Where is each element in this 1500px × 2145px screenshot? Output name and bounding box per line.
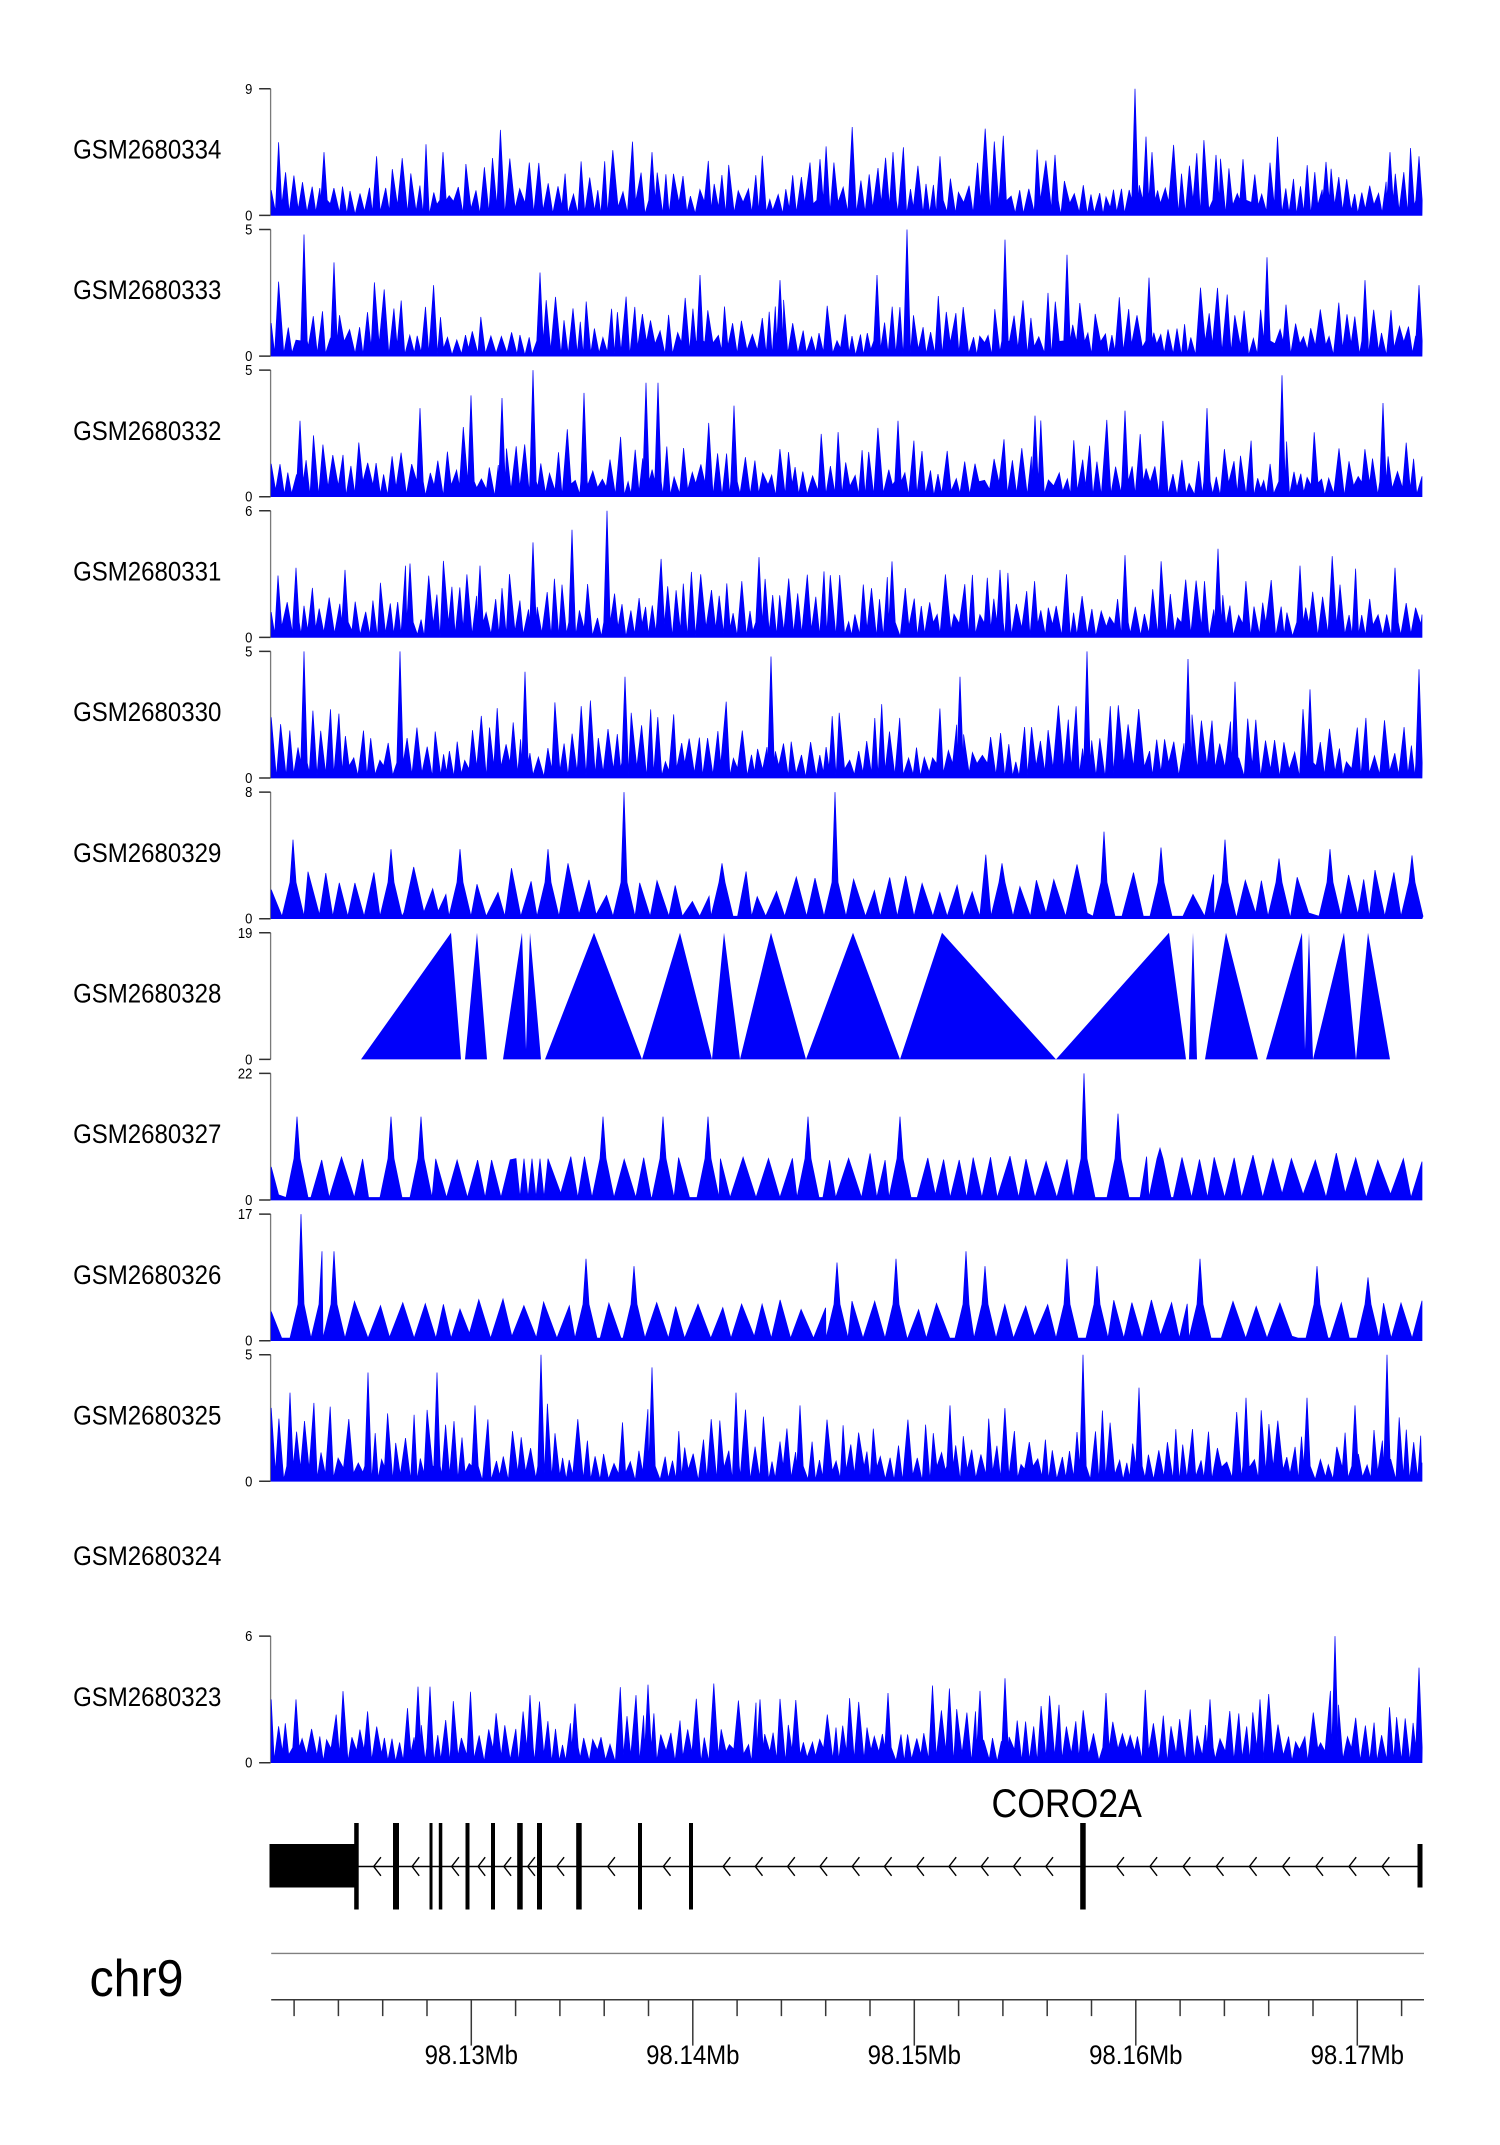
svg-text:GSM2680331: GSM2680331 xyxy=(73,557,221,587)
svg-text:6: 6 xyxy=(245,1627,253,1644)
svg-text:GSM2680332: GSM2680332 xyxy=(73,417,221,447)
svg-text:98.16Mb: 98.16Mb xyxy=(1089,2041,1182,2071)
svg-text:5: 5 xyxy=(245,643,253,660)
svg-text:GSM2680326: GSM2680326 xyxy=(73,1261,221,1291)
svg-text:0: 0 xyxy=(245,1191,253,1208)
svg-text:0: 0 xyxy=(245,629,253,646)
svg-text:98.14Mb: 98.14Mb xyxy=(646,2041,739,2071)
svg-text:98.17Mb: 98.17Mb xyxy=(1311,2041,1404,2071)
svg-text:0: 0 xyxy=(245,1332,253,1349)
svg-text:9: 9 xyxy=(245,80,253,97)
svg-text:GSM2680330: GSM2680330 xyxy=(73,698,221,728)
svg-text:98.13Mb: 98.13Mb xyxy=(425,2041,518,2071)
svg-text:0: 0 xyxy=(245,1473,253,1490)
svg-text:8: 8 xyxy=(245,783,253,800)
svg-text:GSM2680325: GSM2680325 xyxy=(73,1401,221,1431)
svg-text:GSM2680333: GSM2680333 xyxy=(73,276,221,306)
svg-text:98.15Mb: 98.15Mb xyxy=(868,2041,961,2071)
svg-text:6: 6 xyxy=(245,502,253,519)
svg-text:GSM2680328: GSM2680328 xyxy=(73,979,221,1009)
svg-text:0: 0 xyxy=(245,1754,253,1771)
svg-text:GSM2680323: GSM2680323 xyxy=(73,1683,221,1713)
svg-text:5: 5 xyxy=(245,221,253,238)
svg-text:GSM2680327: GSM2680327 xyxy=(73,1120,221,1150)
svg-text:0: 0 xyxy=(245,347,253,364)
svg-text:0: 0 xyxy=(245,769,253,786)
svg-text:0: 0 xyxy=(245,488,253,505)
svg-text:5: 5 xyxy=(245,1346,253,1363)
svg-text:0: 0 xyxy=(245,1051,253,1068)
svg-text:5: 5 xyxy=(245,361,253,378)
svg-text:19: 19 xyxy=(238,924,253,941)
svg-text:0: 0 xyxy=(245,207,253,224)
svg-text:GSM2680334: GSM2680334 xyxy=(73,135,221,165)
svg-text:0: 0 xyxy=(245,910,253,927)
svg-text:17: 17 xyxy=(238,1205,252,1222)
svg-text:chr9: chr9 xyxy=(90,1949,184,2007)
svg-text:CORO2A: CORO2A xyxy=(992,1782,1143,1826)
svg-text:GSM2680324: GSM2680324 xyxy=(73,1542,221,1572)
svg-text:22: 22 xyxy=(238,1065,252,1082)
svg-text:GSM2680329: GSM2680329 xyxy=(73,839,221,869)
